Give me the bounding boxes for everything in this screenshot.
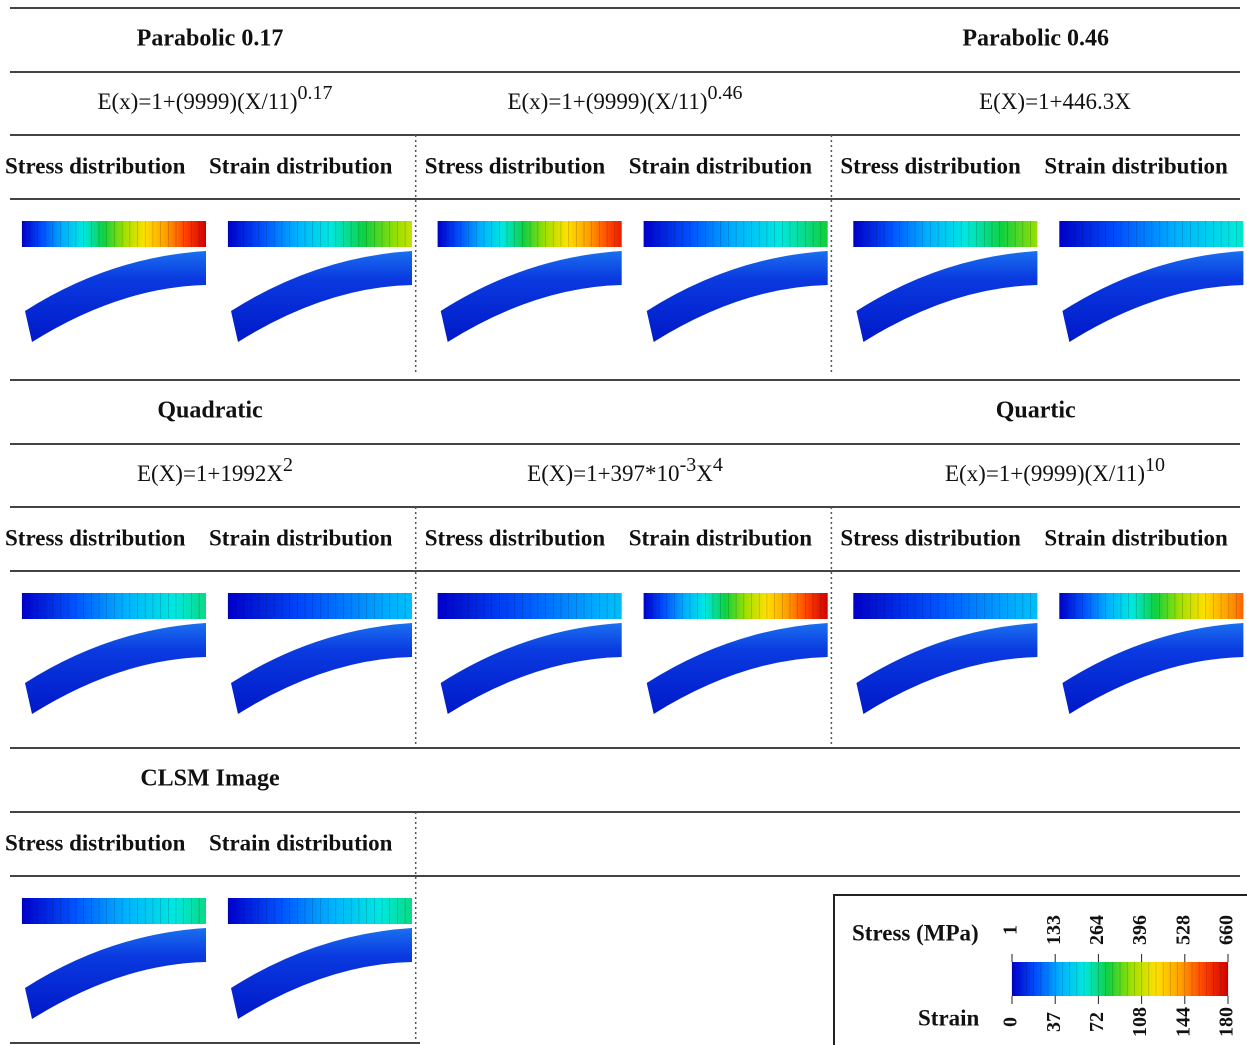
beam — [25, 928, 206, 1019]
formula: E(X)=1+446.3X — [979, 89, 1131, 114]
stress-tick: 1 — [1000, 925, 1022, 935]
color-bar — [644, 593, 828, 619]
color-bar — [853, 221, 1037, 247]
color-bar — [228, 221, 412, 247]
strain-label: Strain — [918, 1005, 980, 1030]
formula-text: E(X)=1+1992X — [137, 461, 283, 486]
color-bar — [228, 593, 412, 619]
column-header: Stress distribution — [840, 525, 1021, 550]
beam — [1062, 623, 1243, 714]
strain-tick: 108 — [1129, 1007, 1151, 1037]
column-header: Strain distribution — [1044, 153, 1228, 178]
formula-text: X — [696, 461, 713, 486]
beam — [25, 623, 206, 714]
formula-text: E(x)=1+(9999)(X/11) — [945, 461, 1145, 486]
formula-text: E(x)=1+(9999)(X/11) — [507, 89, 707, 114]
formula-text: E(X)=1+397*10 — [527, 461, 679, 486]
beam — [441, 251, 622, 342]
formula-text: E(x)=1+(9999)(X/11) — [97, 89, 297, 114]
color-bar — [228, 898, 412, 924]
color-bar — [438, 593, 622, 619]
column-header: Stress distribution — [425, 153, 606, 178]
strain-tick: 72 — [1086, 1012, 1108, 1032]
column-header: Stress distribution — [840, 153, 1021, 178]
beam — [647, 623, 828, 714]
superscript: 0.46 — [708, 82, 743, 104]
formula: E(X)=1+397*10-3X4 — [527, 454, 723, 487]
column-header: Strain distribution — [209, 153, 393, 178]
column-header: Stress distribution — [5, 153, 186, 178]
color-bar — [1059, 593, 1243, 619]
color-bar — [1059, 221, 1243, 247]
beam — [441, 623, 622, 714]
beam — [856, 251, 1037, 342]
strain-tick: 180 — [1216, 1007, 1238, 1037]
color-bar — [644, 221, 828, 247]
stress-tick: 264 — [1086, 915, 1108, 945]
column-header: Stress distribution — [5, 830, 186, 855]
color-bar — [22, 898, 206, 924]
beam — [231, 251, 412, 342]
superscript: 0.17 — [298, 82, 333, 104]
beam — [856, 623, 1037, 714]
stress-tick: 660 — [1216, 915, 1238, 945]
superscript: -3 — [680, 454, 697, 476]
stress-tick: 396 — [1129, 915, 1151, 945]
superscript: 4 — [713, 454, 723, 476]
beam — [25, 251, 206, 342]
beam — [231, 623, 412, 714]
formula: E(x)=1+(9999)(X/11)10 — [945, 454, 1165, 487]
model-name: Parabolic 0.46 — [962, 26, 1109, 52]
stress-tick: 528 — [1172, 915, 1194, 945]
model-name: Quartic — [996, 398, 1076, 424]
formula: E(x)=1+(9999)(X/11)0.46 — [507, 82, 742, 115]
color-bar — [22, 221, 206, 247]
column-header: Strain distribution — [629, 525, 813, 550]
model-name: Quadratic — [157, 398, 263, 424]
formula: E(x)=1+(9999)(X/11)0.17 — [97, 82, 332, 115]
formula-text: E(X)=1+446.3X — [979, 89, 1131, 114]
column-header: Strain distribution — [209, 830, 393, 855]
superscript: 2 — [283, 454, 293, 476]
beam — [647, 251, 828, 342]
color-bar — [22, 593, 206, 619]
figure: Parabolic 0.17Parabolic 0.46LinearE(x)=1… — [0, 0, 1247, 1045]
column-header: Strain distribution — [209, 525, 393, 550]
strain-tick: 37 — [1043, 1012, 1065, 1032]
model-name: CLSM Image — [140, 766, 280, 792]
stress-label: Stress (MPa) — [852, 920, 979, 945]
column-header: Strain distribution — [629, 153, 813, 178]
stress-tick: 133 — [1043, 915, 1065, 945]
color-bar — [853, 593, 1037, 619]
strain-tick: 144 — [1172, 1007, 1194, 1037]
beam — [1062, 251, 1243, 342]
strain-tick: 0 — [1000, 1017, 1022, 1027]
formula: E(X)=1+1992X2 — [137, 454, 293, 487]
column-header: Stress distribution — [425, 525, 606, 550]
model-name: Parabolic 0.17 — [137, 26, 284, 52]
beam — [231, 928, 412, 1019]
superscript: 10 — [1145, 454, 1165, 476]
column-header: Stress distribution — [5, 525, 186, 550]
column-header: Strain distribution — [1044, 525, 1228, 550]
color-bar — [438, 221, 622, 247]
